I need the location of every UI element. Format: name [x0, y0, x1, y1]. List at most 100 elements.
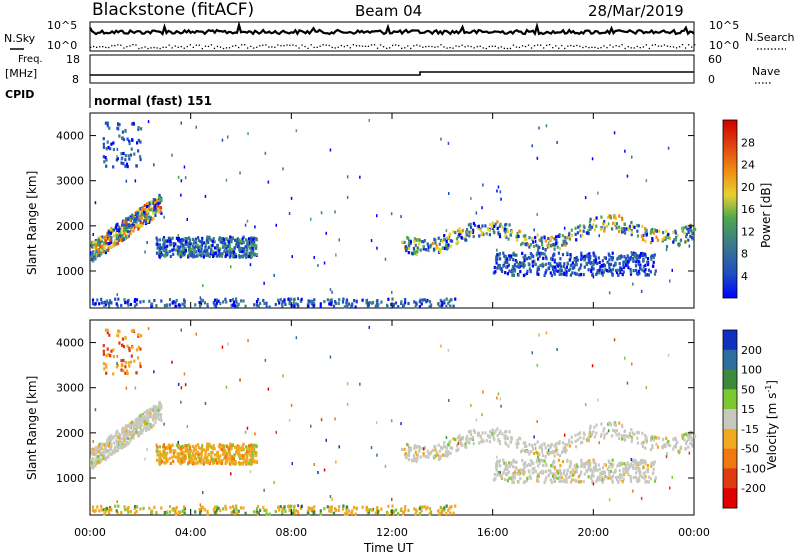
power-echo-cell — [137, 214, 140, 218]
velocity-echo-cell — [644, 470, 647, 474]
velocity-echo-cell — [414, 512, 417, 516]
velocity-echo-cell — [100, 444, 103, 448]
nsearch-point — [123, 47, 125, 49]
velocity-echo-cell — [211, 457, 214, 461]
power-speckle — [291, 255, 293, 259]
velocity-echo-cell — [414, 450, 417, 454]
power-echo-cell — [312, 304, 315, 308]
nsearch-point — [171, 47, 173, 49]
velocity-echo-cell — [635, 478, 639, 482]
power-echo-cell — [551, 255, 554, 259]
nsearch-point — [129, 45, 131, 47]
velocity-speckle — [445, 436, 448, 440]
velocity-echo-cell — [554, 475, 557, 479]
power-echo-cell — [105, 158, 108, 162]
power-echo-cell — [202, 241, 205, 245]
velocity-echo-cell — [137, 333, 140, 337]
power-echo-cell — [472, 234, 475, 239]
velocity-echo-cell — [650, 462, 653, 466]
power-echo-cell — [544, 271, 547, 275]
power-echo-cell — [232, 250, 236, 254]
velocity-speckle — [626, 381, 629, 385]
velocity-echo-cell — [588, 459, 591, 463]
power-echo-cell — [127, 303, 130, 307]
power-echo-cell — [236, 304, 239, 308]
velocity-echo-cell — [202, 448, 205, 452]
velocity-echo-cell — [683, 438, 686, 442]
velocity-echo-cell — [575, 464, 579, 468]
velocity-speckle — [290, 403, 293, 407]
power-echo-cell — [100, 297, 103, 301]
power-echo-cell — [222, 243, 225, 247]
power-echo-cell — [434, 241, 437, 245]
nsearch-point — [96, 46, 98, 48]
velocity-echo-cell — [445, 447, 448, 451]
velocity-echo-cell — [505, 435, 508, 439]
velocity-echo-cell — [628, 433, 631, 437]
nsearch-point — [120, 44, 122, 46]
velocity-echo-cell — [603, 427, 606, 431]
power-echo-cell — [615, 222, 618, 226]
power-echo-cell — [412, 246, 415, 251]
power-echo-cell — [583, 258, 586, 262]
power-echo-cell — [283, 298, 286, 302]
velocity-echo-cell — [569, 480, 572, 484]
x-tick-label: 08:00 — [275, 526, 307, 539]
power-echo-cell — [597, 256, 600, 260]
power-echo-cell — [653, 253, 656, 257]
velocity-echo-cell — [598, 467, 601, 471]
velocity-echo-cell — [622, 470, 625, 474]
velocity-speckle — [291, 462, 293, 466]
power-echo-cell — [426, 242, 429, 246]
power-speckle — [263, 281, 265, 285]
nsearch-point — [352, 44, 354, 46]
power-echo-cell — [585, 254, 588, 258]
velocity-echo-cell — [210, 445, 213, 449]
power-echo-cell — [423, 298, 426, 302]
velocity-echo-cell — [380, 507, 383, 511]
velocity-speckle — [225, 385, 228, 389]
power-echo-cell — [108, 304, 111, 308]
power-echo-cell — [130, 218, 133, 223]
velocity-echo-cell — [618, 462, 621, 466]
power-echo-cell — [541, 264, 544, 268]
power-echo-cell — [561, 234, 564, 238]
x-tick-label: 00:00 — [678, 526, 710, 539]
power-echo-cell — [181, 237, 184, 241]
velocity-echo-cell — [107, 352, 110, 357]
velocity-speckle — [275, 430, 277, 434]
power-echo-cell — [119, 234, 122, 238]
velocity-speckle — [177, 382, 180, 386]
power-echo-cell — [114, 226, 117, 230]
nsearch-point — [491, 45, 493, 47]
power-echo-cell — [187, 255, 190, 259]
velocity-echo-cell — [126, 432, 129, 437]
velocity-echo-cell — [473, 430, 477, 434]
nsearch-point — [645, 44, 647, 46]
velocity-echo-cell — [202, 462, 205, 466]
power-echo-cell — [156, 246, 159, 250]
velocity-echo-cell — [488, 430, 492, 434]
power-echo-cell — [99, 241, 102, 245]
power-echo-cell — [589, 227, 592, 231]
power-echo-cell — [184, 247, 187, 251]
power-echo-cell — [240, 241, 243, 245]
velocity-echo-cell — [161, 459, 164, 463]
velocity-echo-cell — [689, 441, 692, 445]
velocity-echo-cell — [665, 452, 669, 456]
velocity-echo-cell — [504, 467, 508, 471]
power-echo-cell — [528, 236, 531, 240]
nsearch-point — [401, 47, 403, 49]
power-echo-cell — [525, 237, 528, 241]
velocity-echo-cell — [220, 448, 224, 452]
velocity-echo-cell — [245, 445, 248, 449]
velocity-echo-cell — [200, 450, 204, 454]
velocity-echo-cell — [137, 345, 140, 349]
power-echo-cell — [130, 147, 133, 151]
power-echo-cell — [205, 241, 208, 245]
x-axis-label: Time UT — [363, 541, 414, 554]
power-echo-cell — [243, 251, 246, 255]
velocity-echo-cell — [645, 480, 649, 484]
nsearch-point — [340, 44, 342, 47]
